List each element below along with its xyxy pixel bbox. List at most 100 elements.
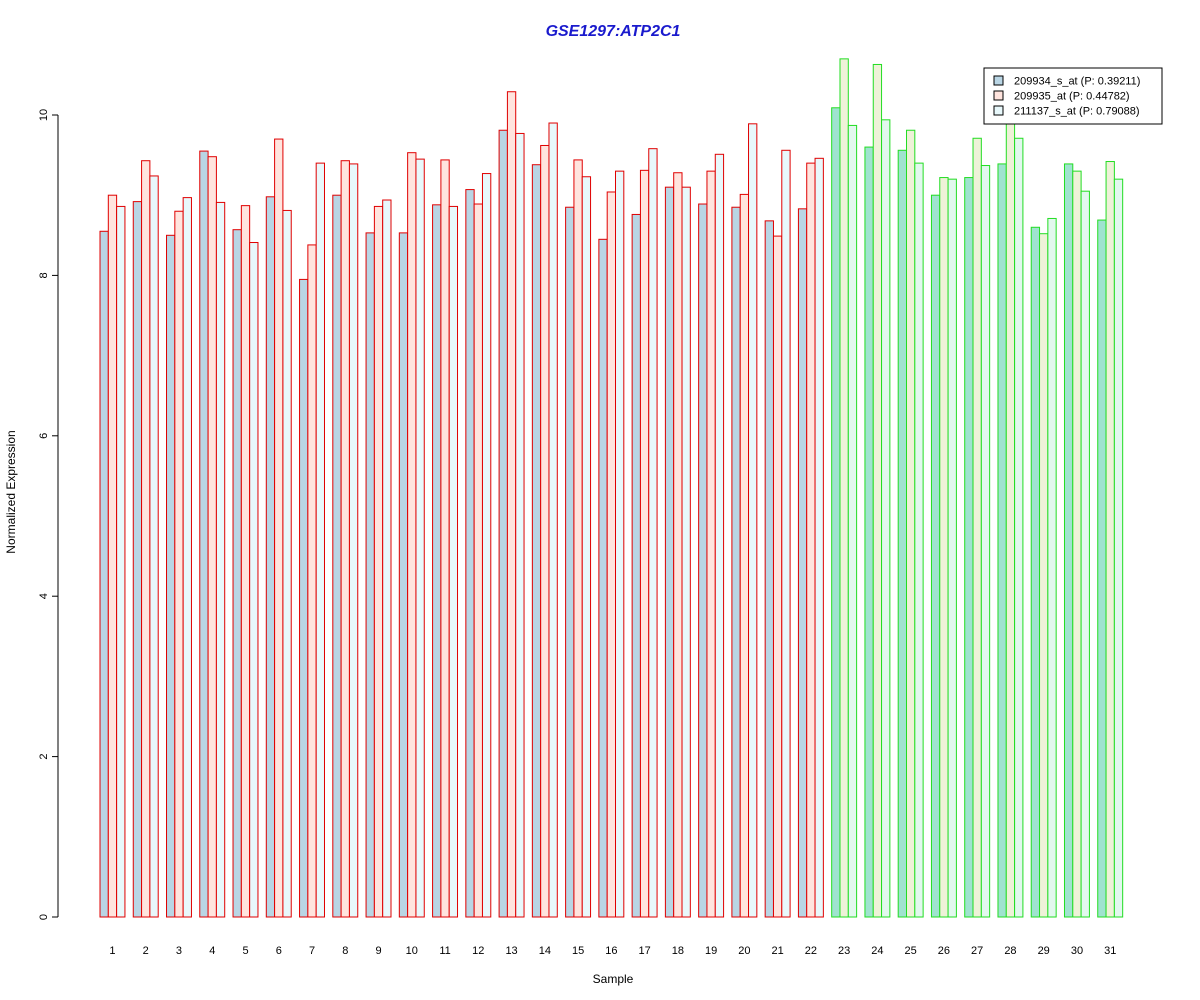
bar: [1063, 163, 1074, 918]
legend: 209934_s_at (P: 0.39211) 209935_at (P: 0.…: [983, 67, 1163, 125]
bar: [839, 58, 849, 918]
bar: [232, 229, 242, 918]
bar: [249, 242, 259, 918]
bar: [972, 137, 982, 918]
bar: [199, 150, 209, 918]
bar: [332, 194, 342, 918]
x-tick-label: 13: [505, 945, 517, 957]
x-tick-label: 14: [539, 945, 551, 957]
x-tick-label: 16: [605, 945, 617, 957]
bar: [781, 149, 791, 918]
x-tick-label: 31: [1104, 945, 1116, 957]
bar: [964, 177, 974, 918]
bar: [906, 129, 916, 918]
x-tick-label: 25: [905, 945, 917, 957]
bar: [797, 208, 808, 918]
x-tick-label: 5: [242, 945, 248, 957]
bar: [307, 244, 317, 918]
bar: [581, 176, 592, 918]
bar: [166, 234, 176, 918]
bar: [448, 205, 459, 918]
x-tick-label: 3: [176, 945, 182, 957]
y-tick-label: 4: [38, 593, 50, 599]
x-tick-label: 7: [309, 945, 315, 957]
bar: [531, 164, 542, 918]
bar: [673, 172, 683, 918]
bars-layer: [99, 58, 1124, 918]
bar: [706, 170, 716, 918]
bar: [440, 159, 450, 918]
x-tick-label: 21: [772, 945, 784, 957]
bar: [1039, 233, 1049, 918]
bar: [864, 146, 874, 918]
y-axis: 0 2 4 6 8 10: [38, 109, 59, 920]
bar: [465, 189, 475, 918]
x-tick-label: 29: [1038, 945, 1050, 957]
x-tick-label: 1: [109, 945, 115, 957]
legend-label: 209934_s_at (P: 0.39211): [1014, 76, 1140, 88]
bar: [548, 122, 558, 918]
bar: [814, 157, 824, 918]
x-tick-label: 10: [406, 945, 418, 957]
bar: [274, 138, 284, 918]
y-tick-label: 0: [38, 914, 50, 920]
bar: [881, 119, 891, 918]
bar: [714, 153, 725, 918]
bar: [107, 194, 118, 918]
legend-swatch: [993, 90, 1004, 101]
bar: [182, 197, 192, 918]
bar: [365, 232, 375, 918]
bar: [748, 123, 758, 918]
bar: [265, 196, 276, 918]
x-axis-title: Sample: [593, 972, 634, 986]
bar: [1105, 161, 1115, 918]
bar: [664, 186, 675, 918]
bar: [847, 124, 858, 918]
bar: [739, 193, 750, 918]
bar: [648, 148, 658, 918]
bar: [1113, 178, 1124, 918]
y-tick-label: 8: [38, 272, 50, 278]
bar: [980, 165, 991, 918]
bar: [598, 238, 608, 918]
bar: [382, 199, 392, 918]
bar: [340, 160, 350, 918]
bar: [831, 107, 841, 918]
y-axis-title: Normalized Expression: [4, 430, 18, 553]
bar: [141, 160, 151, 918]
x-tick-label: 2: [143, 945, 149, 957]
legend-swatch: [993, 105, 1004, 116]
bar: [498, 129, 508, 918]
bar: [565, 206, 575, 918]
bar: [615, 170, 625, 918]
bar: [1097, 219, 1107, 918]
bar: [1030, 226, 1041, 918]
x-tick-label: 18: [672, 945, 684, 957]
bar: [997, 163, 1007, 918]
bar: [207, 156, 217, 918]
legend-swatch: [993, 75, 1004, 86]
x-tick-label: 12: [472, 945, 484, 957]
x-tick-label: 26: [938, 945, 950, 957]
bar: [481, 173, 492, 918]
bar: [373, 205, 384, 918]
bar: [872, 63, 883, 918]
bar: [573, 159, 583, 918]
bar: [1047, 217, 1057, 918]
x-tick-label: 23: [838, 945, 850, 957]
x-tick-label: 24: [871, 945, 883, 957]
bar: [914, 162, 924, 918]
bar: [473, 203, 483, 918]
y-tick-label: 10: [38, 109, 50, 121]
bar: [1080, 190, 1090, 918]
bar: [348, 163, 359, 918]
bar: [698, 203, 708, 918]
bar: [540, 144, 550, 918]
legend-label: 211137_s_at (P: 0.79088): [1014, 106, 1140, 118]
y-tick-label: 2: [38, 754, 50, 760]
y-tick-label: 6: [38, 433, 50, 439]
bar: [432, 204, 442, 918]
bar: [407, 152, 417, 918]
x-tick-label: 15: [572, 945, 584, 957]
x-tick-label: 19: [705, 945, 717, 957]
